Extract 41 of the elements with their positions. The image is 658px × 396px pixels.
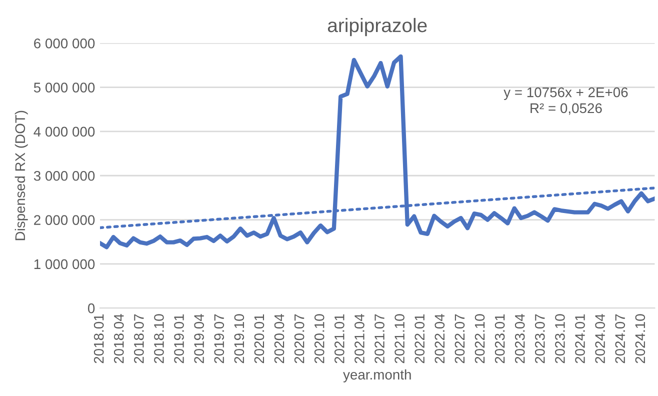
y-tick-label: 3 000 000 — [34, 170, 95, 181]
x-tick-label: 2018.04 — [114, 314, 124, 364]
x-tick-label: 2020.07 — [294, 314, 304, 364]
y-tick-label: 1 000 000 — [34, 259, 95, 270]
x-tick-label: 2018.07 — [134, 314, 144, 364]
x-tick-label: 2023.07 — [534, 314, 545, 364]
annotation: R² = 0,0526 — [530, 103, 602, 115]
chart-title: aripiprazole — [328, 18, 427, 36]
x-tick-label: 2019.04 — [194, 314, 204, 364]
x-tick-label: 2021.07 — [374, 314, 384, 364]
y-tick-label: 5 000 000 — [34, 82, 95, 92]
x-tick-label: 2023.01 — [494, 314, 505, 364]
y-tick-label: 4 000 000 — [34, 126, 95, 137]
x-tick-label: 2021.04 — [354, 314, 364, 364]
x-tick-label: 2020.04 — [274, 314, 284, 364]
line-series — [100, 54, 655, 250]
x-axis-title: year.month — [343, 369, 411, 382]
x-tick-label: 2022.10 — [474, 314, 485, 364]
x-tick-label: 2019.07 — [214, 314, 224, 364]
y-tick-label: 2 000 000 — [34, 215, 95, 225]
x-tick-label: 2024.04 — [595, 314, 605, 364]
x-tick-label: 2023.10 — [555, 314, 565, 364]
x-tick-label: 2018.10 — [154, 314, 164, 364]
x-tick-label: 2021.10 — [394, 314, 404, 364]
x-tick-label: 2024.01 — [575, 314, 585, 364]
x-tick-label: 2024.07 — [615, 314, 626, 364]
annotation: y = 10756x + 2E+06 — [504, 87, 628, 100]
x-tick-label: 2022.01 — [414, 314, 425, 364]
y-tick-label: 0 — [88, 303, 95, 314]
x-tick-label: 2020.01 — [254, 314, 264, 364]
x-tick-label: 2020.10 — [314, 314, 324, 364]
y-axis-title: Dispensed RX (DOT) — [14, 110, 28, 240]
x-tick-label: 2022.04 — [434, 314, 445, 364]
x-tick-label: 2019.01 — [174, 314, 184, 364]
x-tick-label: 2021.01 — [334, 314, 344, 364]
x-tick-label: 2023.04 — [514, 314, 525, 364]
x-tick-label: 2019.10 — [234, 314, 244, 364]
x-tick-label: 2024.10 — [635, 314, 646, 364]
x-tick-label: 2018.01 — [94, 314, 104, 364]
y-tick-label: 6 000 000 — [34, 38, 95, 48]
x-tick-label: 2022.07 — [454, 314, 465, 364]
